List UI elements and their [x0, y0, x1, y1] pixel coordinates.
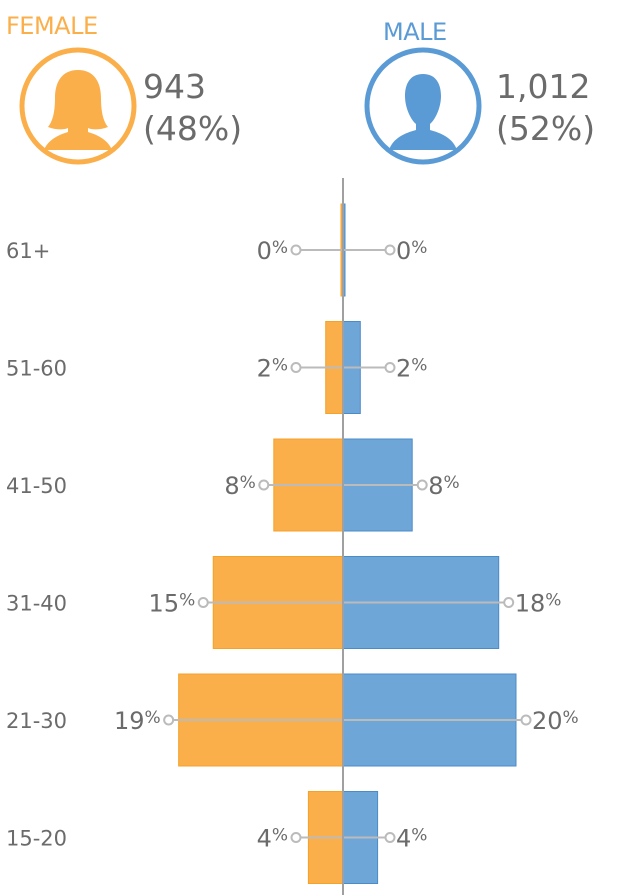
female-leader-dot-51-60 — [290, 362, 302, 373]
male-value-label-41-50: 8% — [428, 472, 459, 500]
female-value-label-51-60: 2% — [257, 355, 288, 383]
male-leader-dot-61+ — [384, 244, 396, 256]
male-leader-dot-15-20 — [384, 832, 396, 843]
female-leader-dot-15-20 — [290, 832, 302, 843]
age-group-label-21-30: 21-30 — [6, 709, 67, 733]
bars-group — [178, 203, 517, 884]
age-group-label-41-50: 41-50 — [6, 474, 67, 498]
male-leader-dot-31-40 — [503, 597, 515, 608]
female-count: 943 — [143, 67, 206, 106]
male-leader-dot-51-60 — [384, 362, 396, 373]
age-group-label-15-20: 15-20 — [6, 827, 67, 851]
male-value-label-51-60: 2% — [396, 355, 427, 383]
female-value-label-21-30: 19% — [114, 707, 161, 735]
female-share: (48%) — [143, 109, 243, 148]
male-stat: 1,012 (52%) — [496, 66, 595, 150]
female-value-label-61+: 0% — [257, 237, 288, 265]
female-leader-dot-61+ — [290, 244, 302, 256]
male-leader-dot-21-30 — [520, 714, 532, 726]
female-value-label-41-50: 8% — [224, 472, 255, 500]
male-count: 1,012 — [496, 67, 591, 106]
male-value-label-15-20: 4% — [396, 825, 427, 853]
age-group-label-31-40: 31-40 — [6, 592, 67, 616]
age-group-label-61+: 61+ — [6, 239, 50, 263]
male-value-label-31-40: 18% — [515, 590, 562, 618]
female-leader-dot-41-50 — [258, 479, 270, 491]
male-share: (52%) — [496, 109, 596, 148]
female-avatar-icon — [19, 47, 137, 165]
male-avatar-icon — [364, 47, 482, 165]
female-value-label-31-40: 15% — [149, 590, 196, 618]
male-leader-dot-41-50 — [416, 479, 428, 491]
female-stat: 943 (48%) — [143, 66, 242, 150]
female-leader-dot-21-30 — [163, 714, 175, 726]
male-value-label-21-30: 20% — [532, 707, 579, 735]
female-leader-dot-31-40 — [197, 597, 209, 608]
female-label: FEMALE — [6, 12, 98, 40]
male-value-label-61+: 0% — [396, 237, 427, 265]
age-group-label-51-60: 51-60 — [6, 357, 67, 381]
female-value-label-15-20: 4% — [257, 825, 288, 853]
male-label: MALE — [383, 18, 447, 46]
